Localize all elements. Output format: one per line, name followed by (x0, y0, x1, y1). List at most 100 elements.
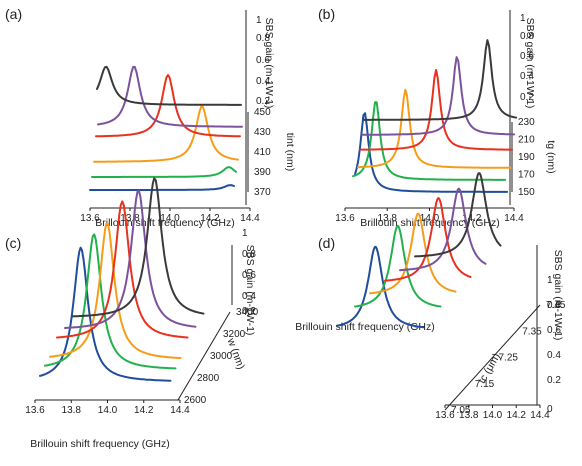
z-tick-label: 0.8 (256, 33, 270, 44)
x-tick-label: 14.2 (134, 405, 154, 416)
z-tick-label: 0.4 (547, 350, 561, 361)
x-axis-label: Brillouin shift frequency (GHz) (360, 217, 499, 229)
depth-tick-label: 7.45 (546, 300, 566, 311)
depth-tick-label: 3400 (236, 307, 259, 318)
x-tick-label: 14.2 (200, 213, 220, 224)
series-line-3200 (56, 200, 189, 339)
x-axis-label: Brillouin shift frequency (GHz) (30, 438, 169, 450)
depth-axis-label: tint (nm) (284, 133, 296, 172)
x-tick-label: 14.2 (462, 213, 482, 224)
z-tick-label: 0.8 (520, 31, 534, 42)
series-line-250 (363, 39, 518, 121)
x-tick-label: 14.2 (507, 410, 527, 421)
depth-axis-line (177, 311, 231, 401)
series-line-190 (357, 88, 512, 169)
series-line-2600 (39, 246, 172, 382)
panel-label: (d) (318, 235, 335, 251)
z-tick-label: 1 (256, 15, 262, 26)
z-tick-label: 0.2 (520, 92, 534, 103)
x-tick-label: 14.4 (530, 410, 550, 421)
x-tick-label: 14.0 (483, 410, 503, 421)
x-tick-label: 13.8 (459, 410, 479, 421)
z-tick-label: 0.6 (547, 325, 561, 336)
depth-tick-label: 170 (518, 170, 535, 181)
x-tick-label: 14.0 (98, 405, 118, 416)
z-tick-label: 0.6 (256, 55, 270, 66)
z-tick-label: 0 (547, 404, 553, 415)
depth-tick-label: 370 (254, 187, 271, 198)
series-line-170 (352, 101, 507, 181)
series-line-410 (93, 105, 239, 163)
series-line-230 (361, 56, 516, 136)
x-tick-label: 13.6 (435, 410, 455, 421)
series-line-2800 (44, 233, 177, 370)
z-tick-label: 0.8 (242, 249, 256, 260)
series-line-390 (91, 166, 237, 178)
series-line-7.05 (337, 245, 425, 329)
depth-tick-label: 210 (518, 135, 535, 146)
z-axis-label: SBS gain (m-1W-1) (244, 245, 256, 336)
x-tick-label: 13.8 (62, 405, 82, 416)
depth-tick-label: 430 (254, 127, 271, 138)
panel-b: (b) 13.6 13.8 14.0 14.2 14.4 Brillouin shift f… (318, 6, 557, 229)
x-axis-label: Brillouin shift frequency (GHz) (95, 217, 234, 229)
series-line-3600 (72, 177, 205, 318)
depth-tick-label: 7.35 (522, 326, 542, 337)
panel-c: (c) 13.6 13.8 14.0 14.2 14.4 Brillouin shift f… (5, 177, 259, 450)
x-tick-label: 14.0 (160, 213, 180, 224)
x-tick-label: 13.8 (378, 213, 398, 224)
depth-tick-label: 190 (518, 152, 535, 163)
depth-axis-line (444, 304, 541, 411)
series-line-7.35 (384, 197, 472, 282)
depth-tick-label: 410 (254, 147, 271, 158)
z-tick-label: 1 (242, 228, 248, 239)
z-tick-label: 0.4 (520, 71, 534, 82)
x-tick-label: 14.4 (170, 405, 190, 416)
z-tick-label: 0.4 (242, 291, 256, 302)
depth-tick-label: 390 (254, 167, 271, 178)
depth-tick-label: 230 (518, 117, 535, 128)
z-tick-label: 0.2 (256, 96, 270, 107)
z-tick-label: 0.8 (547, 300, 561, 311)
depth-tick-label: 450 (254, 107, 271, 118)
z-tick-label: 0.6 (242, 270, 256, 281)
depth-tick-label: 2600 (184, 395, 207, 406)
series-line-450 (97, 65, 243, 128)
z-tick-label: 1 (547, 275, 553, 286)
z-axis-label: SBS gain (m-1W-1) (552, 250, 564, 341)
depth-tick-label: 2800 (197, 373, 220, 384)
z-tick-label: 1 (520, 13, 526, 24)
z-axis-label: SBS gain (m-1W-1) (524, 18, 536, 109)
series-line-210 (359, 69, 514, 151)
series-line-370 (89, 184, 235, 191)
series-line-7.15 (354, 224, 442, 308)
series-line-7.25 (369, 212, 457, 295)
x-tick-label: 13.6 (80, 213, 100, 224)
depth-tick-label: 3200 (223, 329, 246, 340)
x-tick-label: 13.6 (25, 405, 45, 416)
panel-label: (b) (318, 6, 335, 22)
x-tick-label: 13.8 (120, 213, 140, 224)
series-line-150 (354, 112, 509, 193)
depth-tick-label: 7.25 (499, 353, 519, 364)
z-tick-label: 0.2 (547, 375, 561, 386)
z-tick-label: 0.2 (242, 306, 256, 317)
x-tick-label: 14.4 (504, 213, 524, 224)
panel-label: (c) (5, 235, 21, 251)
series-line-7.55 (414, 172, 502, 258)
z-axis-label: SBS gain (m-1W-1) (263, 18, 275, 109)
z-tick-label: 0.4 (256, 76, 270, 87)
x-axis-label: Brillouin shift frequency (GHz) (295, 321, 434, 333)
depth-tick-label: 7.15 (475, 379, 495, 390)
depth-tick-label: 7.05 (451, 405, 471, 416)
depth-tick-label: 150 (518, 187, 535, 198)
x-tick-label: 13.6 (335, 213, 355, 224)
series-line-430 (95, 74, 241, 138)
series-line-3400 (64, 189, 197, 329)
z-tick-label: 0.6 (520, 51, 534, 62)
panel-label: (a) (5, 6, 22, 22)
series-line-3000 (49, 222, 182, 359)
x-tick-label: 14.0 (420, 213, 440, 224)
